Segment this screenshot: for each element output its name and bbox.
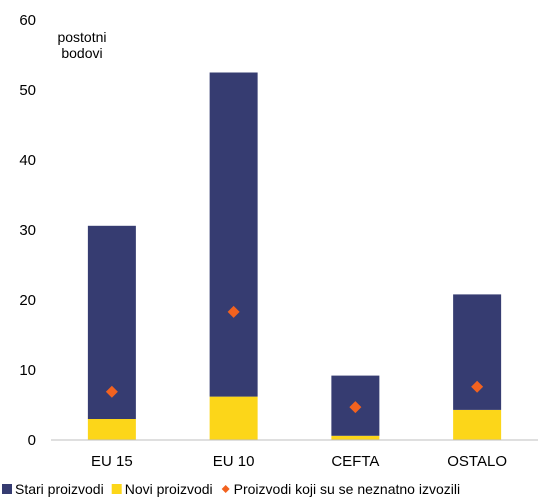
legend: Stari proizvodi Novi proizvodi Proizvodi k… [2,481,460,497]
bars-group [87,72,502,440]
marker-diamond [105,385,118,398]
legend-label-novi-proizvodi: Novi proizvodi [125,481,213,497]
y-tick-label: 40 [19,152,36,169]
y-tick-label: 30 [19,222,36,239]
bar-novi-proizvodi [453,409,502,440]
y-unit-label-line2: bodovi [61,45,102,61]
legend-swatch-stari-proizvodi [2,484,12,494]
marker-diamond [227,305,240,318]
y-tick-label: 20 [19,292,36,309]
legend-swatch-novi-proizvodi [111,484,122,494]
bar-novi-proizvodi [87,419,136,440]
y-tick-label: 60 [19,12,36,29]
x-axis-labels: EU 15 EU 10 CEFTA OSTALO [91,453,507,470]
y-tick-label: 0 [28,432,36,449]
bar-novi-proizvodi [331,435,380,440]
bar-stari-proizvodi [209,72,258,397]
y-axis: 0 10 20 30 40 50 60 [19,12,36,449]
bar-novi-proizvodi [209,396,258,440]
x-tick-label: CEFTA [331,453,379,470]
x-tick-label: EU 15 [91,453,133,470]
legend-label-proizvodi-koji-su-se-neznatno-izvozili: Proizvodi koji su se neznatno izvozili [234,481,460,497]
y-tick-label: 50 [19,82,36,99]
marker-diamond [349,401,362,414]
y-unit-label-line1: postotni [57,29,106,45]
legend-label-stari-proizvodi: Stari proizvodi [15,481,104,497]
y-tick-label: 10 [19,362,36,379]
x-tick-label: EU 10 [213,453,255,470]
x-tick-label: OSTALO [447,453,507,470]
marker-diamond [471,380,484,393]
legend-swatch-proizvodi-koji-su-se-neznatno-izvozili [221,485,230,493]
markers-group [105,305,484,414]
